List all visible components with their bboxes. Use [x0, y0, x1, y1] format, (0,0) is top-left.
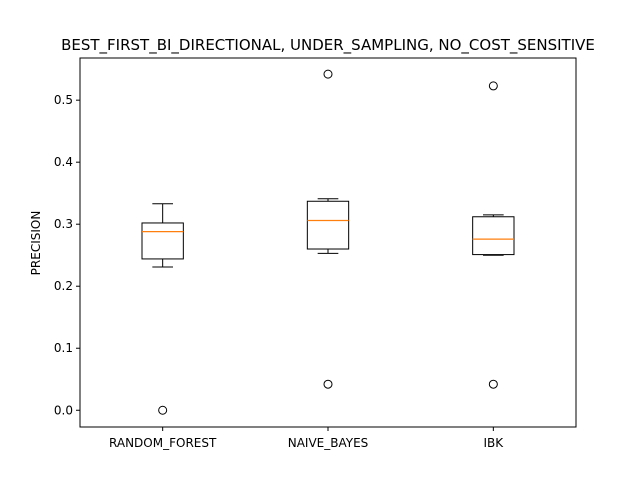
y-axis-label: PRECISION: [29, 211, 43, 276]
y-tick-label: 0.4: [54, 155, 73, 169]
x-tick-label: RANDOM_FOREST: [109, 436, 217, 450]
x-tick-label: IBK: [484, 436, 505, 450]
x-tick-label: NAIVE_BAYES: [288, 436, 369, 450]
outlier-point: [488, 81, 498, 91]
outlier-point: [488, 379, 498, 389]
box-group: [306, 69, 350, 389]
y-axis: 0.0 0.1 0.2 0.3 0.4 0.5: [54, 93, 80, 417]
y-tick-label: 0.5: [54, 93, 73, 107]
box-iqr: [306, 200, 350, 250]
box-iqr: [141, 222, 184, 260]
outlier-point: [158, 405, 168, 415]
x-axis: RANDOM_FOREST NAIVE_BAYES IBK: [109, 427, 504, 450]
y-tick-label: 0.2: [54, 279, 73, 293]
y-tick-label: 0.1: [54, 341, 73, 355]
box-group: [141, 203, 184, 415]
box-iqr: [472, 216, 515, 256]
y-tick-label: 0.0: [54, 403, 73, 417]
box-group: [472, 81, 515, 389]
plot-area: [79, 57, 577, 428]
y-tick-label: 0.3: [54, 217, 73, 231]
chart-title: BEST_FIRST_BI_DIRECTIONAL, UNDER_SAMPLIN…: [61, 36, 595, 55]
outlier-point: [323, 69, 333, 79]
outlier-point: [323, 379, 333, 389]
boxes: [141, 69, 515, 415]
